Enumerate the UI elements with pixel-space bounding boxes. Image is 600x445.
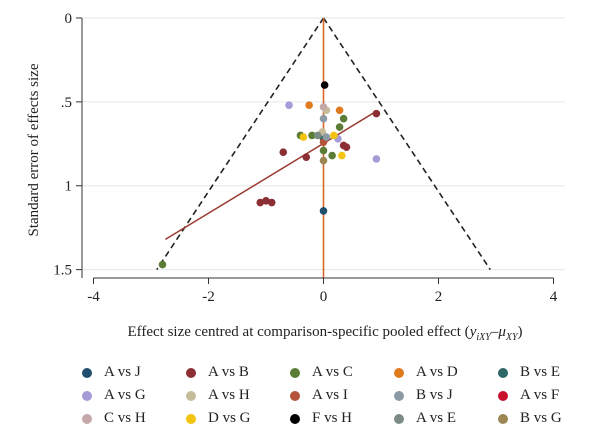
legend-label: A vs E [416, 410, 457, 426]
data-point [339, 114, 348, 123]
legend-marker [186, 413, 196, 424]
data-point [256, 198, 265, 207]
legend-item: A vs J [82, 363, 186, 382]
data-point [319, 156, 328, 165]
funnel-left-line [156, 17, 325, 271]
legend-marker [186, 367, 196, 378]
legend-item: A vs D [394, 363, 498, 382]
legend-item: A vs I [290, 386, 394, 405]
legend-label: A vs I [312, 387, 348, 403]
legend-marker [498, 390, 508, 401]
legend-marker [290, 413, 300, 424]
data-point [320, 81, 329, 89]
y-tick-label: 1 [65, 179, 73, 195]
legend-label: A vs D [416, 364, 458, 380]
legend-label: B vs E [520, 364, 561, 380]
legend-label: B vs G [520, 410, 562, 426]
data-point [262, 197, 270, 205]
legend-item: A vs B [186, 363, 290, 382]
data-point [279, 148, 288, 156]
legend-marker [394, 367, 404, 378]
legend-marker [394, 390, 404, 401]
data-point [335, 106, 344, 115]
funnel-plot: 0 .5 1 1.5 -4 -2 0 2 4 Standard error of effects… [26, 11, 565, 343]
x-axis-title: Effect size centred at comparison-specif… [127, 324, 522, 343]
data-point [267, 198, 276, 207]
legend-item: A vs E [394, 409, 498, 428]
legend-label: B vs J [416, 387, 453, 403]
data-point [338, 151, 346, 160]
legend-item: B vs J [394, 386, 498, 405]
data-point [319, 103, 328, 111]
legend-marker [290, 390, 300, 401]
data-point [319, 146, 328, 155]
legend-marker [82, 390, 92, 401]
legend-label: A vs F [520, 387, 560, 403]
legend-item: A vs G [82, 386, 186, 405]
x-tick-label: -4 [87, 289, 100, 305]
legend-label: A vs B [208, 364, 249, 380]
funnel-right-line [322, 17, 491, 271]
legend-marker [498, 413, 508, 424]
legend-label: F vs H [312, 410, 353, 426]
x-tick-label: 2 [435, 289, 443, 305]
legend-item: A vs H [186, 386, 290, 405]
y-tick-label: 0 [65, 11, 73, 27]
y-tick-label: 1.5 [53, 263, 72, 279]
data-point [328, 151, 336, 160]
legend-item: A vs F [498, 386, 600, 405]
x-tick-label: 0 [320, 289, 328, 305]
plot-content [156, 17, 491, 278]
data-point [319, 207, 328, 215]
legend-marker [394, 413, 404, 424]
data-point [308, 131, 316, 140]
legend-label: C vs H [104, 410, 146, 426]
data-point [372, 109, 381, 118]
regression-line [164, 111, 376, 241]
legend-item: D vs G [186, 409, 290, 428]
data-point [330, 131, 338, 140]
legend-label: A vs H [208, 387, 250, 403]
data-point [305, 101, 313, 110]
data-point [342, 143, 351, 151]
legend-item: B vs G [498, 409, 600, 428]
data-point [322, 133, 331, 141]
data-point [158, 260, 167, 269]
y-axis-title: Standard error of effects size [26, 63, 42, 236]
data-point [319, 114, 328, 123]
legend-label: A vs J [104, 364, 141, 380]
axes: 0 .5 1 1.5 -4 -2 0 2 4 [53, 11, 558, 305]
legend-label: A vs C [312, 364, 353, 380]
data-point [372, 155, 381, 163]
data-point [285, 101, 293, 110]
legend-marker [82, 367, 92, 378]
data-point [313, 131, 322, 140]
legend-marker [186, 390, 196, 401]
legend-item: B vs E [498, 363, 600, 382]
legend-item: F vs H [290, 409, 394, 428]
legend-marker [290, 367, 300, 378]
legend-label: D vs G [208, 410, 251, 426]
y-tick-label: .5 [61, 95, 72, 111]
legend-item: C vs H [82, 409, 186, 428]
data-point [302, 153, 311, 162]
legend-marker [82, 413, 92, 424]
legend-marker [498, 367, 508, 378]
legend-label: A vs G [104, 387, 146, 403]
legend-item: A vs C [290, 363, 394, 382]
chart-legend: A vs J A vs B A vs C A vs D B vs E A vs G A vs… [82, 363, 592, 428]
data-point [335, 123, 344, 131]
x-tick-label: -2 [202, 289, 215, 305]
x-tick-label: 4 [550, 289, 558, 305]
data-point [299, 133, 308, 141]
